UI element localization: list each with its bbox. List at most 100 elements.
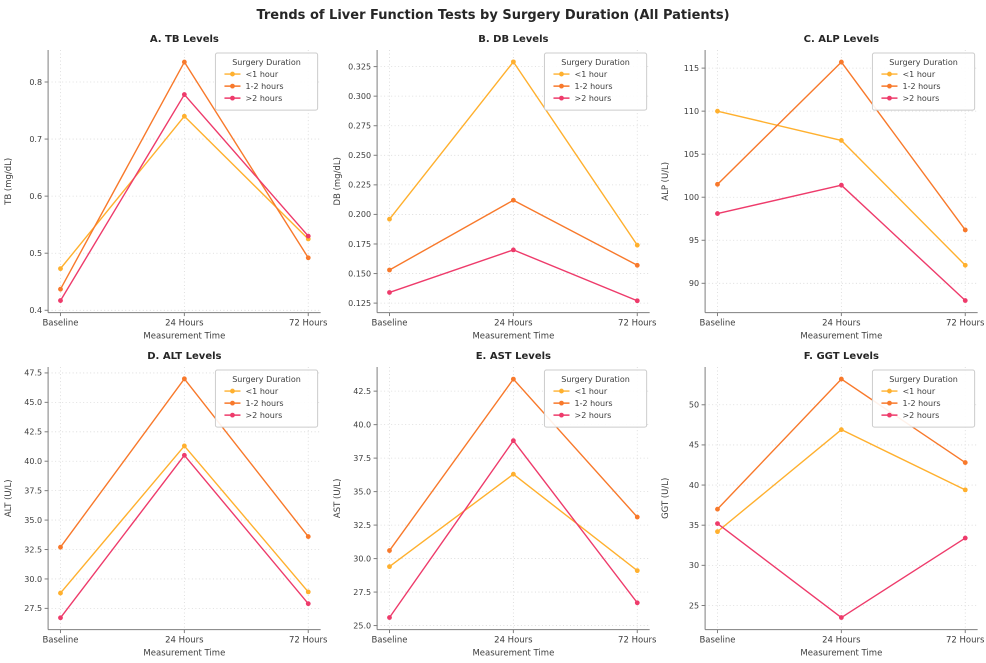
legend-marker-point <box>558 412 564 418</box>
x-tick-label: 24 Hours <box>494 635 533 645</box>
legend-marker-point <box>230 412 235 418</box>
legend-entry-label: <1 hour <box>574 387 607 396</box>
y-tick-label: 45 <box>689 440 699 449</box>
legend-marker-point <box>558 71 564 77</box>
data-point <box>839 138 845 143</box>
legend-box <box>872 52 976 111</box>
y-tick-label: 0.300 <box>348 92 371 101</box>
data-point <box>510 471 516 477</box>
y-tick-label: 0.200 <box>348 210 371 219</box>
y-tick-label: 115 <box>684 64 699 73</box>
line-chart: 25 30 35 40 45 50 Baseline 24 Hours 72 Hours Meas… <box>661 351 985 659</box>
legend-box <box>543 369 647 428</box>
x-tick-label: 72 Hours <box>946 319 985 329</box>
y-tick-label: 40 <box>689 481 699 490</box>
y-tick-label: 37.5 <box>353 454 371 463</box>
x-tick-label: 24 Hours <box>822 319 861 329</box>
y-tick-label: 32.5 <box>24 545 42 554</box>
y-tick-label: 95 <box>689 236 699 245</box>
x-axis-label: Measurement Time <box>472 332 554 342</box>
y-tick-label: 90 <box>689 279 699 288</box>
chart-panel-c: 90 95 100 105 110 115 Baseline 24 Hours 72 Hours… <box>657 30 986 347</box>
legend-title: Surgery Duration <box>232 375 301 384</box>
legend-entry-label: >2 hours <box>903 94 940 103</box>
y-tick-label: 42.5 <box>353 387 371 396</box>
data-point <box>839 376 845 382</box>
panel-title: C. ALP Levels <box>804 34 880 45</box>
line-chart: 90 95 100 105 110 115 Baseline 24 Hours 72 Hours… <box>661 34 985 342</box>
data-point <box>839 614 845 620</box>
x-tick-label: 72 Hours <box>618 635 657 645</box>
y-axis-label: AST (U/L) <box>333 478 343 518</box>
x-tick-label: 72 Hours <box>289 635 328 645</box>
data-point <box>634 567 640 573</box>
legend-entry-label: >2 hours <box>574 411 611 420</box>
legend-marker-point <box>887 400 893 406</box>
y-tick-label: 0.175 <box>348 240 371 249</box>
y-tick-label: 25 <box>689 601 699 610</box>
y-tick-label: 0.225 <box>348 181 371 190</box>
legend-title: Surgery Duration <box>561 375 630 384</box>
x-axis-label: Measurement Time <box>801 648 883 658</box>
data-point <box>58 615 63 620</box>
data-point <box>634 600 640 605</box>
legend-entry-label: 1-2 hours <box>245 82 283 91</box>
y-tick-label: 0.125 <box>348 299 371 308</box>
y-tick-label: 45.0 <box>24 398 42 407</box>
y-tick-label: 30.0 <box>353 554 371 563</box>
y-tick-label: 35 <box>689 521 699 530</box>
data-point <box>386 614 392 620</box>
legend-marker-point <box>558 400 564 406</box>
x-tick-label: 72 Hours <box>289 319 328 329</box>
data-point <box>181 376 187 381</box>
legend-marker-point <box>887 71 893 77</box>
series-line <box>388 199 638 271</box>
data-point <box>715 506 721 512</box>
y-tick-label: 0.8 <box>29 78 42 87</box>
y-tick-label: 35.0 <box>353 487 371 496</box>
x-axis-label: Measurement Time <box>143 648 225 658</box>
data-point <box>386 216 392 222</box>
panel-title: E. AST Levels <box>475 351 550 362</box>
line-chart: 0.4 0.5 0.6 0.7 0.8 Baseline 24 Hours 72 Hours M… <box>4 34 328 342</box>
data-point <box>386 547 392 553</box>
legend-marker-point <box>887 388 893 394</box>
y-axis-label: DB (mg/dL) <box>333 157 343 205</box>
data-point <box>58 590 63 596</box>
line-chart: 27.5 30.0 32.5 35.0 37.5 40.0 42.5 45.0 47.5 Base… <box>4 351 328 659</box>
panel-title: F. GGT Levels <box>804 351 879 362</box>
data-point <box>634 262 640 268</box>
legend-entry-label: 1-2 hours <box>574 82 612 91</box>
data-point <box>715 181 721 187</box>
y-tick-label: 40.0 <box>24 457 42 466</box>
y-tick-label: 0.325 <box>348 62 371 71</box>
data-point <box>715 520 721 526</box>
data-point <box>963 262 968 268</box>
y-tick-label: 27.5 <box>353 588 371 597</box>
x-tick-label: 24 Hours <box>165 635 204 645</box>
x-tick-label: Baseline <box>700 635 736 645</box>
series-line <box>388 473 638 571</box>
data-point <box>634 242 640 248</box>
y-axis-label: ALP (U/L) <box>661 162 671 201</box>
legend-entry-label: <1 hour <box>245 387 278 396</box>
line-chart: 0.125 0.150 0.175 0.200 0.225 0.250 0.275 0.300… <box>333 34 657 342</box>
y-tick-label: 0.250 <box>348 151 371 160</box>
data-point <box>963 298 968 303</box>
legend-marker-point <box>230 95 235 101</box>
y-tick-label: 0.150 <box>348 269 371 278</box>
figure-title: Trends of Liver Function Tests by Surger… <box>256 8 730 23</box>
legend-entry-label: 1-2 hours <box>245 399 283 408</box>
legend-entry-label: <1 hour <box>574 70 607 79</box>
legend-entry-label: 1-2 hours <box>574 399 612 408</box>
data-point <box>963 459 968 465</box>
data-point <box>181 59 187 65</box>
legend-title: Surgery Duration <box>232 58 301 67</box>
y-tick-label: 40.0 <box>353 420 371 429</box>
data-point <box>963 487 968 492</box>
x-tick-label: Baseline <box>42 319 78 329</box>
legend-entry-label: 1-2 hours <box>903 399 941 408</box>
legend-marker-point <box>887 95 893 101</box>
legend-entry-label: >2 hours <box>245 411 282 420</box>
chart-panel-b: 0.125 0.150 0.175 0.200 0.225 0.250 0.275 0.300… <box>329 30 658 347</box>
